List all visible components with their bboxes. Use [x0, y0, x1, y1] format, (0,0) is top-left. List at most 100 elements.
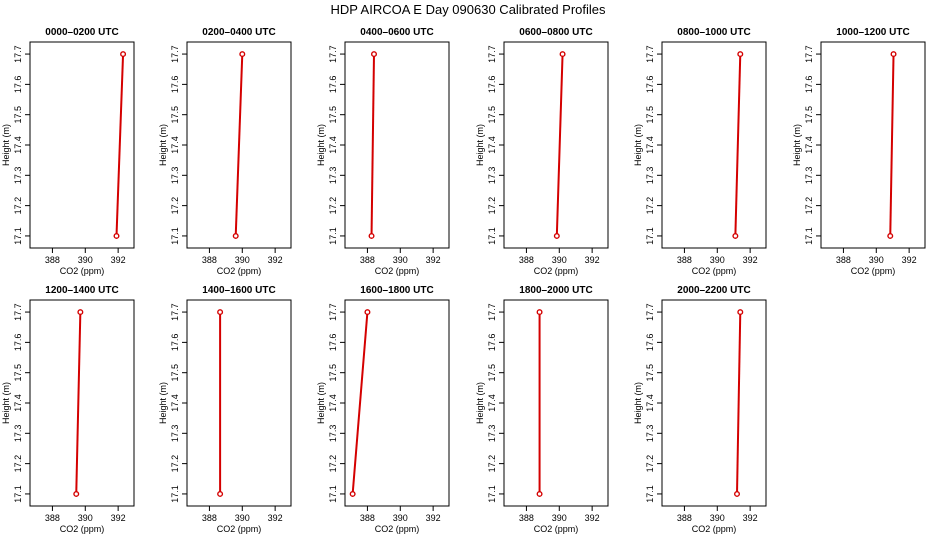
y-tick-label: 17.3 — [645, 425, 655, 443]
profile-line — [351, 311, 369, 495]
y-tick-label: 17.2 — [645, 197, 655, 215]
y-tick-label: 17.6 — [487, 76, 497, 94]
x-tick-label: 390 — [552, 513, 567, 523]
y-tick-label: 17.1 — [487, 227, 497, 245]
y-tick-label: 17.2 — [13, 455, 23, 473]
data-point — [737, 51, 744, 58]
profile-line — [734, 54, 742, 236]
x-tick-label: 390 — [710, 513, 725, 523]
y-tick-label: 17.2 — [13, 197, 23, 215]
profile-line — [736, 312, 742, 494]
x-axis-label: CO2 (ppm) — [60, 524, 105, 534]
y-tick-label: 17.3 — [645, 167, 655, 185]
x-tick-label: 390 — [235, 255, 250, 265]
y-tick-label: 17.4 — [170, 394, 180, 412]
panel-title: 1600–1800 UTC — [360, 285, 433, 296]
x-axis-label: CO2 (ppm) — [217, 524, 262, 534]
y-tick-label: 17.7 — [328, 45, 338, 63]
x-tick-label: 392 — [426, 255, 441, 265]
y-tick-label: 17.5 — [13, 106, 23, 124]
y-tick-label: 17.3 — [487, 425, 497, 443]
panel-title: 1200–1400 UTC — [45, 285, 118, 296]
x-tick-label: 388 — [360, 255, 375, 265]
y-tick-label: 17.2 — [170, 455, 180, 473]
y-tick-label: 17.3 — [170, 167, 180, 185]
panel-title: 0200–0400 UTC — [202, 27, 275, 38]
y-tick-label: 17.1 — [645, 485, 655, 503]
y-tick-label: 17.4 — [13, 394, 23, 412]
x-tick-label: 392 — [743, 513, 758, 523]
profile-line — [555, 54, 564, 236]
chart-panel: 0800–1000 UTC 388 390 392 CO2 (ppm) 17.1 17.2 1… — [633, 27, 767, 276]
x-tick-label: 388 — [360, 513, 375, 523]
chart-panel: 1200–1400 UTC 388 390 392 CO2 (ppm) 17.1 17.2 1… — [1, 285, 135, 534]
plot-frame — [661, 41, 767, 249]
y-tick-label: 17.4 — [328, 394, 338, 412]
y-axis-label: Height (m) — [316, 382, 326, 424]
panel-title: 0800–1000 UTC — [677, 27, 750, 38]
chart-panel: 0600–0800 UTC 388 390 392 CO2 (ppm) 17.1 17.2 1… — [475, 27, 609, 276]
x-tick-label: 390 — [710, 255, 725, 265]
data-point — [737, 309, 744, 316]
plot-frame — [503, 299, 609, 507]
x-tick-label: 392 — [268, 255, 283, 265]
data-point — [553, 232, 560, 239]
profile-line — [234, 54, 244, 236]
y-axis-label: Height (m) — [475, 124, 485, 166]
x-tick-label: 390 — [869, 255, 884, 265]
y-tick-label: 17.7 — [13, 45, 23, 63]
chart-panel: 1000–1200 UTC 388 390 392 CO2 (ppm) 17.1 17.2 1… — [792, 27, 926, 276]
y-tick-label: 17.6 — [804, 76, 814, 94]
plot-frame — [29, 41, 135, 249]
x-tick-label: 388 — [677, 513, 692, 523]
data-point — [217, 490, 224, 497]
data-point — [887, 232, 894, 239]
y-tick-label: 17.3 — [13, 167, 23, 185]
chart-panel: 0200–0400 UTC 388 390 392 CO2 (ppm) 17.1 17.2 1… — [158, 27, 292, 276]
x-tick-label: 390 — [78, 255, 93, 265]
panel-title: 2000–2200 UTC — [677, 285, 750, 296]
x-axis-label: CO2 (ppm) — [534, 524, 579, 534]
y-tick-label: 17.4 — [328, 136, 338, 154]
y-tick-label: 17.7 — [13, 303, 23, 321]
plot-frame — [503, 41, 609, 249]
y-tick-label: 17.5 — [645, 106, 655, 124]
data-point — [368, 232, 375, 239]
y-tick-label: 17.1 — [804, 227, 814, 245]
y-axis-label: Height (m) — [792, 124, 802, 166]
x-axis-label: CO2 (ppm) — [851, 266, 896, 276]
chart-panel: 1400–1600 UTC 388 390 392 CO2 (ppm) 17.1 17.2 1… — [158, 285, 292, 534]
profile-line — [75, 312, 82, 494]
chart-panel: 2000–2200 UTC 388 390 392 CO2 (ppm) 17.1 17.2 1… — [633, 285, 767, 534]
y-tick-label: 17.6 — [645, 334, 655, 352]
y-tick-label: 17.1 — [170, 227, 180, 245]
y-tick-label: 17.1 — [170, 485, 180, 503]
y-tick-label: 17.1 — [328, 227, 338, 245]
data-point — [364, 309, 371, 316]
y-tick-label: 17.2 — [170, 197, 180, 215]
y-tick-label: 17.5 — [13, 364, 23, 382]
x-axis-label: CO2 (ppm) — [375, 524, 420, 534]
y-axis-label: Height (m) — [633, 382, 643, 424]
y-tick-label: 17.6 — [170, 76, 180, 94]
y-axis-label: Height (m) — [1, 124, 11, 166]
chart-panel: 1800–2000 UTC 388 390 392 CO2 (ppm) 17.1 17.2 1… — [475, 285, 609, 534]
data-point — [890, 51, 897, 58]
x-tick-label: 392 — [111, 513, 126, 523]
y-tick-label: 17.2 — [487, 197, 497, 215]
data-point — [232, 232, 239, 239]
panel-title: 1000–1200 UTC — [836, 27, 909, 38]
y-tick-label: 17.1 — [487, 485, 497, 503]
chart-panel: 0000–0200 UTC 388 390 392 CO2 (ppm) 17.1 17.2 1… — [1, 27, 135, 276]
x-tick-label: 392 — [743, 255, 758, 265]
y-tick-label: 17.7 — [645, 303, 655, 321]
x-tick-label: 392 — [585, 513, 600, 523]
y-tick-label: 17.6 — [13, 334, 23, 352]
y-tick-label: 17.7 — [170, 45, 180, 63]
x-tick-label: 392 — [585, 255, 600, 265]
y-tick-label: 17.5 — [170, 106, 180, 124]
x-tick-label: 388 — [202, 255, 217, 265]
data-point — [77, 309, 84, 316]
